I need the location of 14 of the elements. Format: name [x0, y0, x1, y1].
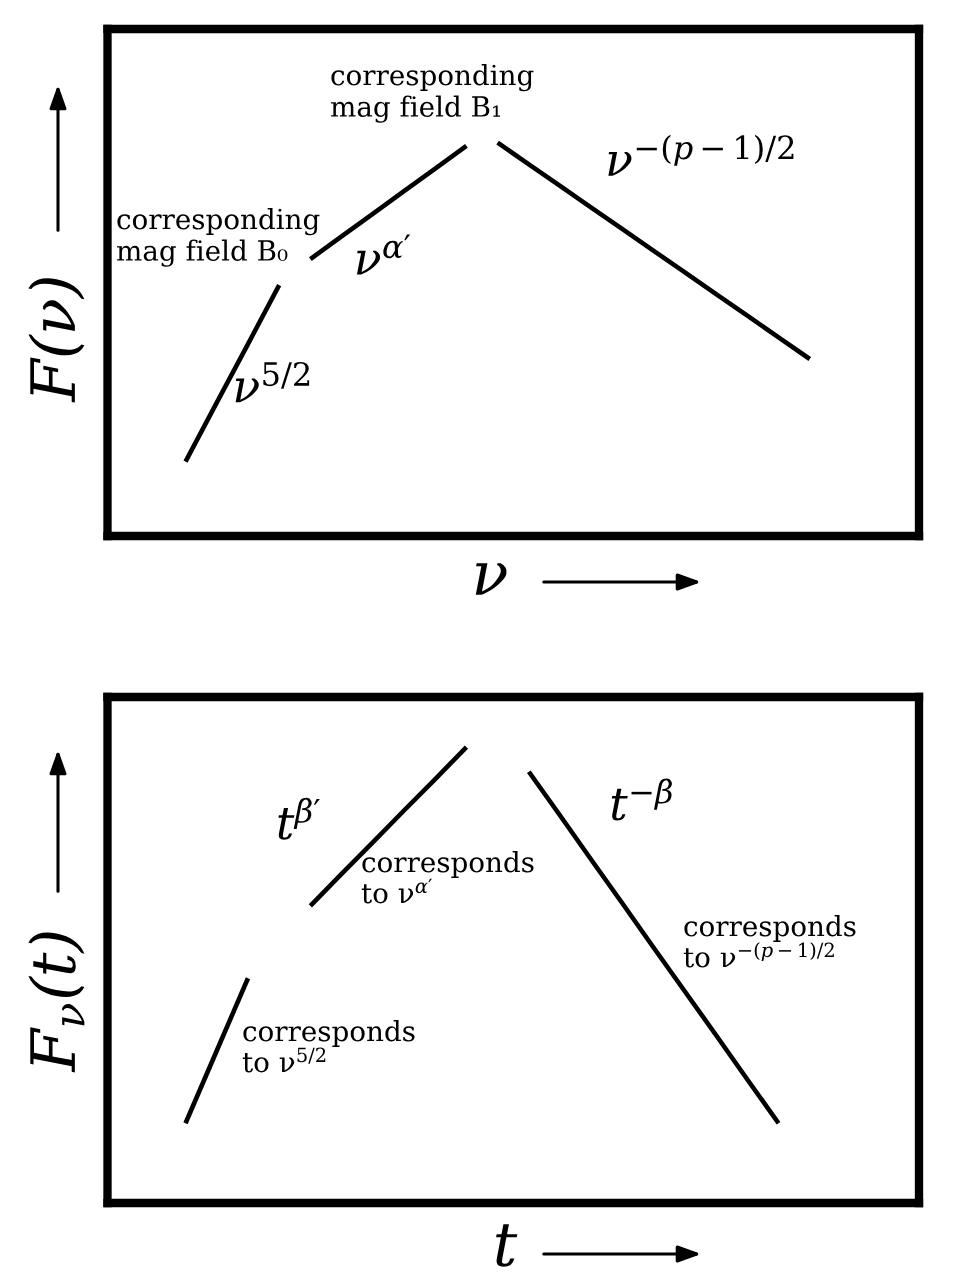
annotation: corresponding mag field B₀	[117, 208, 320, 267]
x-axis-title: ν	[475, 563, 507, 595]
text: corresponding mag field B₁	[331, 64, 534, 123]
annotation: corresponds to ν$^{α′}$	[361, 851, 534, 904]
series-label: ν$^{−(p−1)/2}$	[608, 134, 794, 176]
series-label: t$^{−β}$	[611, 778, 672, 821]
annotation: corresponds to ν$^{5/2}$	[242, 1020, 415, 1073]
y-axis-title: F$_{ν}$(t)	[28, 932, 85, 1073]
annotation: corresponds to ν$^{−(p−1)/2}$	[683, 915, 856, 968]
series-label: ν$^{α′}$	[356, 234, 411, 275]
series-label: ν$^{5/2}$	[235, 361, 310, 403]
series-label: t$^{β′}$	[278, 797, 320, 840]
x-axis-title: t	[496, 1224, 518, 1267]
y-axis-title: F(ν)	[28, 278, 85, 403]
